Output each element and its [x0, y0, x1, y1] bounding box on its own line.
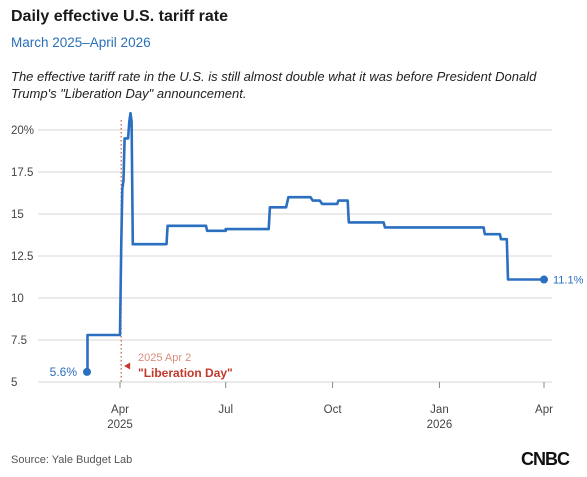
y-tick-label: 20%: [11, 125, 34, 137]
x-tick-label: Jan: [430, 404, 449, 416]
y-tick-label: 17.5: [11, 167, 33, 179]
x-tick-label: Jul: [218, 404, 233, 416]
y-tick-label: 10: [11, 293, 24, 305]
chart-description: The effective tariff rate in the U.S. is…: [11, 69, 537, 101]
y-tick-label: 15: [11, 209, 24, 221]
annotation-label: "Liberation Day": [138, 366, 233, 380]
x-tick-sublabel: 2025: [107, 419, 133, 431]
series-line: [84, 111, 544, 374]
chart-subtitle: March 2025–April 2026: [11, 35, 151, 50]
y-tick-label: 5: [11, 377, 17, 389]
x-tick-sublabel: 2026: [427, 419, 453, 431]
chart-title: Daily effective U.S. tariff rate: [11, 8, 228, 25]
cnbc-logo: CNBC: [521, 449, 570, 469]
start-point: [83, 367, 91, 376]
x-tick-label: Oct: [324, 404, 343, 416]
end-point: [540, 275, 548, 284]
x-tick-label: Apr: [111, 404, 129, 416]
annotation-arrow: [124, 362, 131, 370]
start-value-label: 5.6%: [50, 365, 78, 379]
source-note: Source: Yale Budget Lab: [11, 454, 133, 466]
y-tick-label: 7.5: [11, 335, 27, 347]
annotation-date: 2025 Apr 2: [138, 352, 191, 364]
y-tick-label: 12.5: [11, 251, 33, 263]
x-tick-label: Apr: [535, 404, 553, 416]
end-value-label: 11.1%: [553, 275, 584, 287]
